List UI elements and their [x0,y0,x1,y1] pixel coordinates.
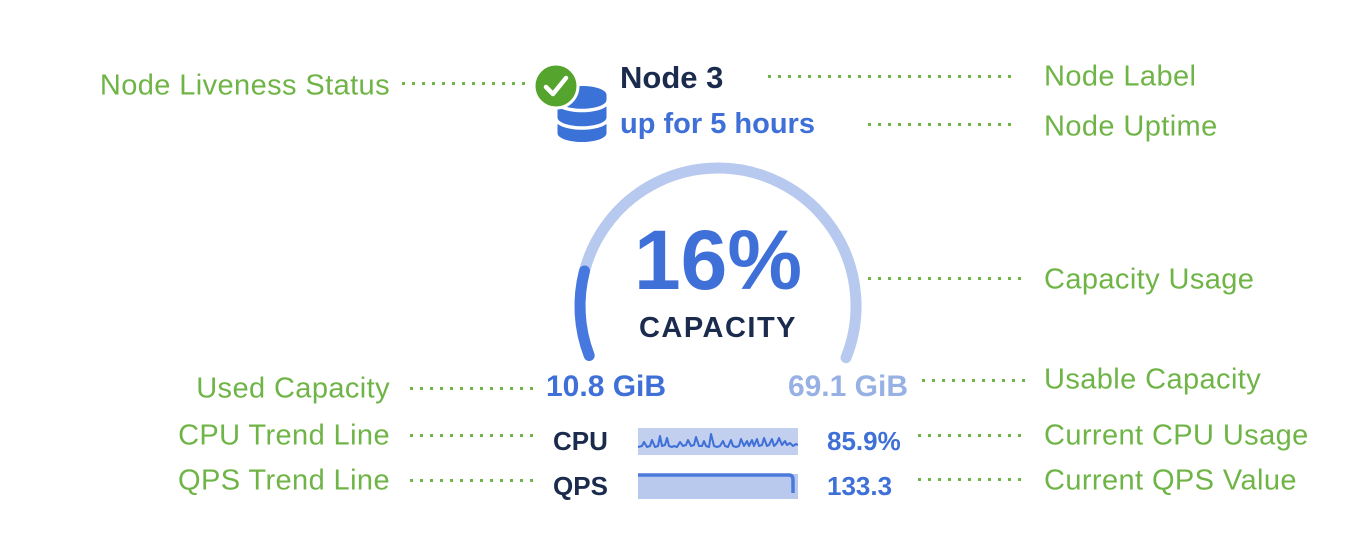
annotation-node-liveness-status: Node Liveness Status [99,69,390,102]
leader-line-current-qps [918,478,1028,481]
annotation-used-capacity: Used Capacity [196,372,390,405]
annotation-capacity-usage: Capacity Usage [1044,263,1255,296]
node-title: Node 3 [620,60,724,95]
qps-trend-chart [638,473,798,499]
leader-line-cpu-trend [410,434,538,437]
check-circle-icon [532,62,580,110]
leader-line-usable-capacity [922,379,1028,382]
annotation-usable-capacity: Usable Capacity [1044,363,1262,396]
used-capacity-value: 10.8 GiB [546,370,667,403]
annotation-current-qps-value: Current QPS Value [1044,464,1297,497]
usable-capacity-value: 69.1 GiB [787,370,908,403]
annotation-qps-trend-line: QPS Trend Line [178,464,390,497]
annotation-cpu-trend-line: CPU Trend Line [178,419,390,452]
annotation-node-label: Node Label [1044,60,1197,93]
leader-line-capacity-usage [868,277,1028,280]
cpu-sparkline [638,428,798,455]
leader-line-node-label [768,75,1014,78]
annotation-current-cpu-usage: Current CPU Usage [1044,419,1309,452]
node-uptime: up for 5 hours [620,108,815,140]
leader-line-node-uptime [868,123,1014,126]
cpu-label: CPU [553,426,608,456]
leader-line-qps-trend [410,479,538,482]
cpu-value: 85.9% [827,426,901,456]
capacity-caption: CAPACITY [638,312,798,344]
qps-value: 133.3 [827,471,893,501]
annotation-node-uptime: Node Uptime [1044,110,1218,143]
qps-label: QPS [553,471,608,501]
capacity-gauge-arc [574,162,862,364]
leader-line-node-liveness [402,82,526,85]
leader-line-used-capacity [410,387,538,390]
leader-line-current-cpu [918,434,1028,437]
capacity-percent: 16% [633,213,803,307]
